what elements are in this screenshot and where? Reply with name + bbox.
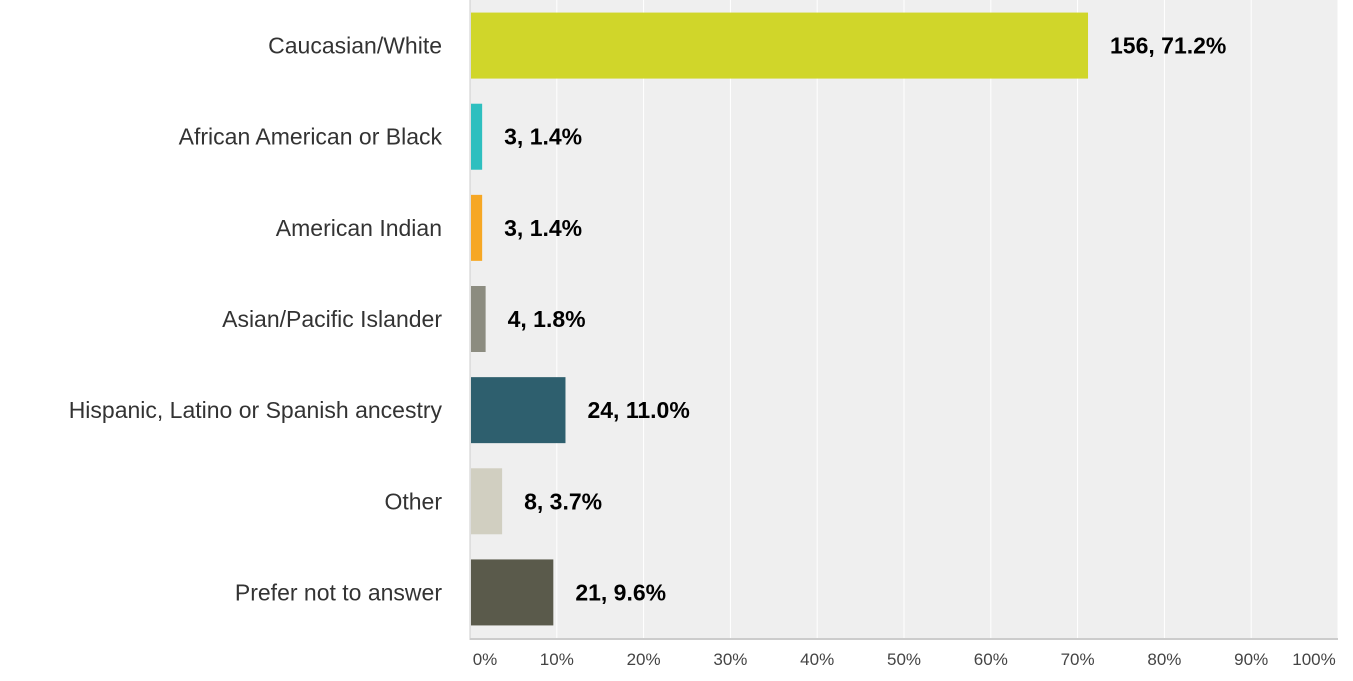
x-tick-label: 20% <box>627 650 661 669</box>
x-tick-label: 0% <box>473 650 498 669</box>
data-label: 3, 1.4% <box>504 215 582 241</box>
data-label: 21, 9.6% <box>575 579 666 605</box>
x-tick-label: 60% <box>974 650 1008 669</box>
x-tick-label: 50% <box>887 650 921 669</box>
x-tick-label: 40% <box>800 650 834 669</box>
bar <box>471 468 503 535</box>
category-label: Hispanic, Latino or Spanish ancestry <box>69 397 443 423</box>
data-label: 8, 3.7% <box>524 488 602 514</box>
category-label: American Indian <box>276 215 442 241</box>
bar <box>471 286 486 352</box>
data-label: 3, 1.4% <box>504 124 582 150</box>
category-label: Asian/Pacific Islander <box>222 306 442 332</box>
bar <box>471 377 566 444</box>
x-tick-label: 100% <box>1292 650 1335 669</box>
x-tick-label: 10% <box>540 650 574 669</box>
category-label: African American or Black <box>179 124 443 150</box>
bars <box>471 12 1089 626</box>
x-tick-label: 70% <box>1061 650 1095 669</box>
category-labels: Caucasian/White African American or Black… <box>69 33 443 606</box>
category-label: Other <box>384 488 442 514</box>
x-tick-labels: 0% 10% 20% 30% 40% 50% 60% 70% 80% 90% 100% <box>473 650 1336 669</box>
data-labels: 156, 71.2% 3, 1.4% 3, 1.4% 4, 1.8% 24, 11.0%… <box>504 33 1226 606</box>
data-label: 24, 11.0% <box>587 397 689 423</box>
bar <box>471 194 483 261</box>
bar <box>471 559 554 626</box>
x-tick-label: 30% <box>713 650 747 669</box>
bar <box>471 103 483 170</box>
bar <box>471 12 1089 79</box>
x-tick-label: 90% <box>1234 650 1268 669</box>
category-label: Prefer not to answer <box>235 579 442 605</box>
data-label: 156, 71.2% <box>1110 33 1226 59</box>
x-tick-label: 80% <box>1147 650 1181 669</box>
data-label: 4, 1.8% <box>508 306 586 332</box>
grid-lines <box>469 0 1339 640</box>
category-label: Caucasian/White <box>268 33 442 59</box>
